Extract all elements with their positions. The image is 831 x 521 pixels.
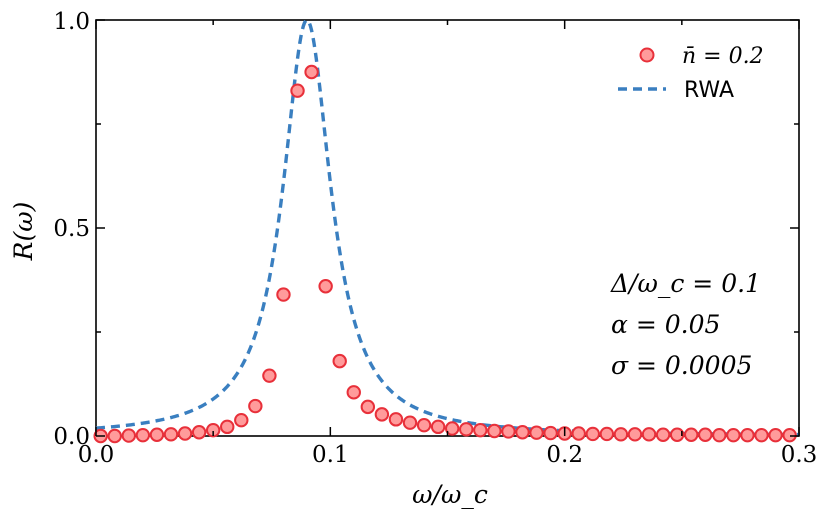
scatter-point <box>191 425 207 440</box>
scatter-point <box>304 64 319 80</box>
y-tick-label-0: 0.0 <box>53 424 90 450</box>
x-tick-label-2: 0.2 <box>546 442 583 468</box>
legend-label-scatter: n̄ = 0.2 <box>682 44 764 69</box>
scatter-point <box>768 427 783 443</box>
x-tick-label-0: 0.0 <box>78 442 115 468</box>
scatter-point <box>234 412 249 428</box>
scatter-point <box>585 426 600 442</box>
legend-label-rwa: RWA <box>684 78 734 103</box>
scatter-point <box>487 423 502 439</box>
y-tick-label-2: 1.0 <box>53 9 90 35</box>
scatter-point <box>205 422 221 438</box>
scatter-point <box>430 419 446 435</box>
scatter-point <box>543 425 558 441</box>
scatter-point <box>613 427 629 442</box>
axis-ticks <box>95 19 800 437</box>
x-axis-title: ω/ω_c <box>412 480 488 509</box>
scatter-point <box>529 425 544 440</box>
scatter-point <box>782 427 797 443</box>
scatter-point <box>177 426 193 441</box>
scatter-point <box>641 427 657 442</box>
scatter-point <box>515 425 530 440</box>
scatter-point <box>135 427 151 443</box>
scatter-point <box>346 385 361 400</box>
scatter-point <box>754 427 769 443</box>
scatter-point <box>290 83 305 98</box>
scatter-point <box>726 427 741 443</box>
scatter-point <box>599 426 615 442</box>
scatter-point <box>684 427 699 442</box>
x-tick-label-3: 0.3 <box>781 442 818 468</box>
scatter-point <box>262 368 277 383</box>
scatter-point <box>402 415 418 430</box>
scatter-point <box>459 422 474 437</box>
scatter-point <box>655 427 671 442</box>
y-tick-label-1: 0.5 <box>53 216 90 242</box>
scatter-point <box>248 398 263 414</box>
scatter-point <box>571 426 586 441</box>
scatter-point <box>698 427 713 442</box>
scatter-point <box>712 427 727 443</box>
scatter-point <box>416 417 432 433</box>
scatter-series <box>93 64 797 444</box>
x-tick-label-1: 0.1 <box>312 442 349 468</box>
scatter-point <box>121 428 137 443</box>
scatter-point <box>107 428 122 444</box>
scatter-point <box>332 353 347 369</box>
annotation-delta: Δ/ω_c = 0.1 <box>610 269 761 298</box>
scatter-point <box>740 427 755 443</box>
annotation-sigma: σ = 0.0005 <box>611 351 752 380</box>
scatter-point <box>444 421 460 436</box>
scatter-point <box>388 412 404 427</box>
scatter-point <box>374 407 390 422</box>
scatter-point <box>149 427 165 442</box>
scatter-point <box>627 427 643 442</box>
scatter-point <box>163 427 179 442</box>
scatter-point <box>669 427 685 442</box>
y-axis-title: R(ω) <box>9 202 38 262</box>
legend-marker-scatter <box>639 47 655 63</box>
scatter-point <box>276 287 291 302</box>
scatter-point <box>220 419 235 435</box>
scatter-point <box>360 399 376 415</box>
scatter-point <box>473 422 488 438</box>
scatter-point <box>501 424 516 439</box>
annotation-alpha: α = 0.05 <box>611 310 720 339</box>
legend: n̄ = 0.2 RWA <box>618 44 764 103</box>
scatter-point <box>318 279 333 294</box>
